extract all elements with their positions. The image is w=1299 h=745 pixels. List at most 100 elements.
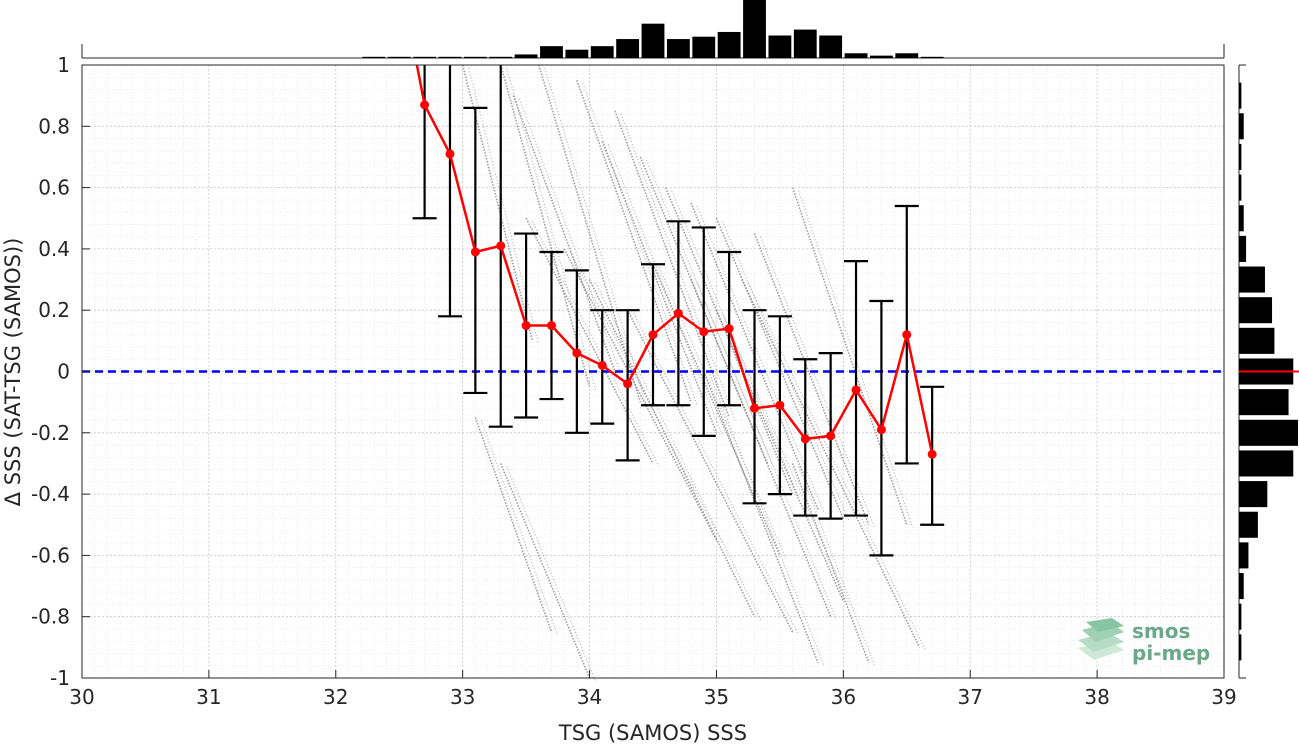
scatter-streak: [588, 279, 756, 618]
top-histogram-bar: [743, 0, 766, 58]
top-histogram-bar: [438, 56, 462, 58]
top-histogram-bar: [768, 35, 792, 58]
top-histogram-bar: [666, 39, 690, 58]
top-histogram-bar: [413, 56, 437, 58]
top-histogram-bar: [869, 55, 893, 58]
binned-mean-point: [648, 330, 658, 340]
binned-mean-point: [420, 100, 430, 110]
top-histogram-bar: [895, 53, 919, 58]
binned-mean-point: [572, 348, 582, 358]
right-histogram-bar: [1239, 419, 1298, 446]
binned-mean-point: [673, 308, 683, 318]
x-tick-label: 34: [577, 685, 602, 709]
right-histogram-bar: [1239, 327, 1275, 354]
right-histogram-bar: [1239, 113, 1244, 140]
scatter-streak: [791, 463, 870, 663]
y-tick-label: -0.2: [31, 421, 70, 445]
right-histogram-bar: [1239, 573, 1244, 600]
right-histogram-bar: [1239, 481, 1268, 508]
y-tick-label: -0.6: [31, 543, 70, 567]
right-histogram-bar: [1239, 143, 1242, 170]
scatter-streak: [759, 236, 876, 528]
binned-mean-point: [521, 321, 531, 331]
top-histogram-bar: [463, 56, 487, 58]
scatter-streak: [715, 309, 845, 602]
right-histogram-bar: [1239, 450, 1294, 477]
scatter-streak: [791, 187, 908, 526]
right-histogram-bar: [1239, 174, 1242, 201]
top-histogram: [81, 0, 1225, 59]
top-histogram-bar: [362, 56, 386, 58]
y-tick-label: 0.6: [38, 176, 70, 200]
top-histogram-bar: [717, 31, 741, 58]
scatter-streak: [614, 110, 730, 418]
scatter-streak: [607, 144, 723, 437]
y-tick-label: -0.4: [31, 482, 70, 506]
y-tick-label: -0.8: [31, 605, 70, 629]
scatter-streak: [747, 282, 926, 651]
binned-mean-point: [724, 324, 734, 334]
scatter-streak: [461, 64, 534, 342]
scatter-streak: [626, 309, 794, 633]
scatter-streak: [696, 205, 825, 513]
binned-mean-point: [851, 385, 861, 395]
binned-mean-point: [800, 434, 810, 444]
y-ticks: 1 0.8 0.6 0.4 0.2 0 -0.2 -0.4 -0.6 -0.8 -1: [31, 53, 90, 690]
scatter-streak: [633, 312, 800, 636]
top-histogram-bar: [819, 35, 843, 58]
scatter-streak: [709, 374, 825, 666]
binned-mean-point: [546, 321, 556, 331]
y-tick-label: 1: [57, 53, 70, 77]
scatter-streak: [544, 67, 647, 406]
smos-pi-mep-logo: smos pi-mep: [1078, 618, 1210, 665]
binned-mean-point: [876, 425, 886, 435]
top-histogram-bar: [641, 23, 665, 58]
scatter-streak: [582, 83, 698, 406]
scatter-streak: [645, 159, 774, 467]
y-tick-label: 0.8: [38, 114, 70, 138]
scatter-streak: [690, 279, 832, 618]
right-histogram: [1238, 64, 1299, 679]
scatter-streak: [601, 141, 718, 434]
top-histogram-bar: [565, 49, 589, 58]
binned-mean-point: [775, 400, 785, 410]
x-tick-label: 31: [196, 685, 221, 709]
binned-mean-line: [415, 64, 934, 455]
main-axes: 30 31 32 33 34 35 36 37 38 39 1 0.8 0.6 0.4 0.2 0 -0.2 -…: [31, 53, 1237, 709]
logo-text-line1: smos: [1132, 619, 1190, 643]
logo-text-line2: pi-mep: [1132, 641, 1210, 665]
scatter-streak: [525, 217, 654, 464]
scatter-streak: [569, 251, 723, 544]
binned-mean-point: [445, 149, 455, 159]
x-tick-label: 33: [450, 685, 475, 709]
scatter-streak: [531, 220, 660, 467]
binned-mean-point: [750, 403, 760, 413]
y-tick-label: 0.2: [38, 298, 70, 322]
scatter-streak: [652, 263, 781, 556]
binned-mean-point: [496, 241, 506, 251]
scatter-streak: [518, 98, 622, 375]
scatter-streak: [512, 95, 616, 372]
logo-layers-icon: [1078, 618, 1124, 660]
x-tick-label: 37: [957, 685, 982, 709]
scatter-streak: [506, 466, 597, 682]
top-histogram-bar: [793, 29, 817, 58]
x-tick-label: 30: [69, 685, 94, 709]
scatter-streak: [506, 67, 597, 390]
scatter-streak: [671, 190, 800, 498]
binned-mean-point: [699, 327, 709, 337]
top-histogram-bar: [692, 36, 716, 58]
right-histogram-bar: [1239, 82, 1242, 109]
binned-mean-point: [826, 431, 836, 441]
x-tick-label: 38: [1084, 685, 1109, 709]
scatter-streak: [474, 417, 553, 633]
right-histogram-bar: [1239, 603, 1242, 630]
binned-mean-point: [597, 360, 607, 370]
x-tick-label: 36: [831, 685, 856, 709]
top-histogram-bar: [616, 39, 640, 58]
top-histogram-bar: [920, 56, 944, 58]
top-histogram-bar: [590, 46, 614, 58]
scatter-streak: [703, 371, 819, 663]
binned-mean-point: [927, 449, 937, 459]
right-histogram-bar: [1239, 542, 1249, 569]
